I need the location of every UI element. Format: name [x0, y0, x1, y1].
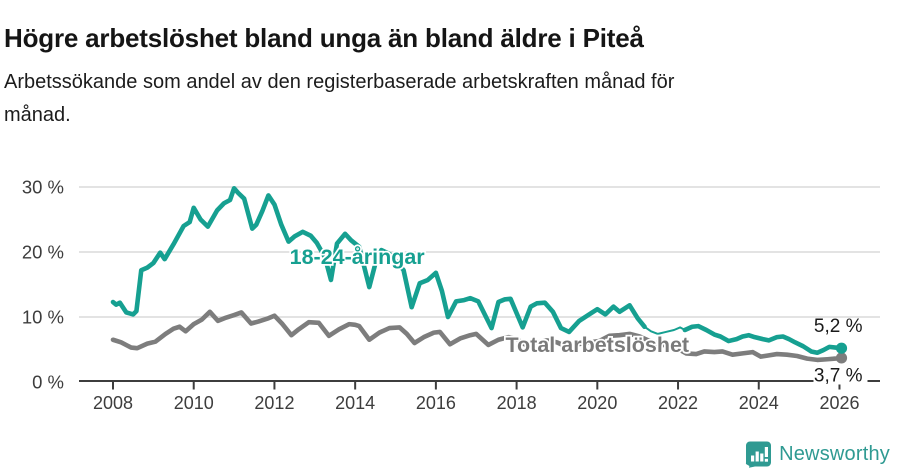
y-tick-label: 0 % — [32, 372, 64, 393]
newsworthy-logo-icon — [746, 441, 772, 468]
x-tick-label: 2024 — [739, 393, 779, 413]
y-tick-label: 10 % — [22, 307, 64, 328]
y-tick-label: 20 % — [22, 242, 64, 263]
x-tick-label: 2016 — [416, 393, 456, 413]
logo-exclamation-dot — [764, 458, 769, 462]
logo-bar-small — [751, 455, 755, 461]
brand-footer: Newsworthy — [745, 440, 890, 468]
end-value-label: 5,2 % — [814, 316, 863, 337]
chart-subtitle: Arbetssökande som andel av den registerb… — [4, 66, 864, 132]
page-title: Högre arbetslöshet bland unga än bland ä… — [4, 23, 644, 54]
x-tick-label: 2010 — [174, 393, 214, 413]
series-end-dot — [835, 352, 848, 364]
x-tick-label: 2022 — [658, 393, 698, 413]
y-tick-label: 30 % — [22, 177, 64, 198]
x-tick-label: 2020 — [577, 393, 617, 413]
series-line — [110, 309, 844, 363]
logo-bar-tall — [755, 451, 759, 461]
x-tick-label: 2026 — [819, 393, 859, 413]
x-tick-label: 2014 — [335, 393, 375, 413]
series-line — [110, 186, 647, 335]
label-backdrop — [813, 368, 868, 385]
x-tick-label: 2008 — [93, 393, 133, 413]
series-end-dot — [835, 342, 848, 354]
series-line — [682, 323, 844, 356]
brand-name: Newsworthy — [779, 442, 890, 465]
series-line — [643, 325, 686, 335]
chart-subtitle-line1: Arbetssökande som andel av den registerb… — [4, 71, 675, 93]
end-value-label: 3,7 % — [814, 365, 863, 386]
x-tick-label: 2018 — [497, 393, 537, 413]
logo-bar-medium — [760, 453, 764, 461]
logo-exclamation-bar — [764, 446, 769, 457]
x-tick-label: 2012 — [254, 393, 294, 413]
series-inline-label: Total arbetslöshet — [506, 333, 690, 357]
series-inline-label: 18-24-åringar — [290, 245, 426, 269]
chart-subtitle-line2: månad. — [4, 104, 71, 126]
